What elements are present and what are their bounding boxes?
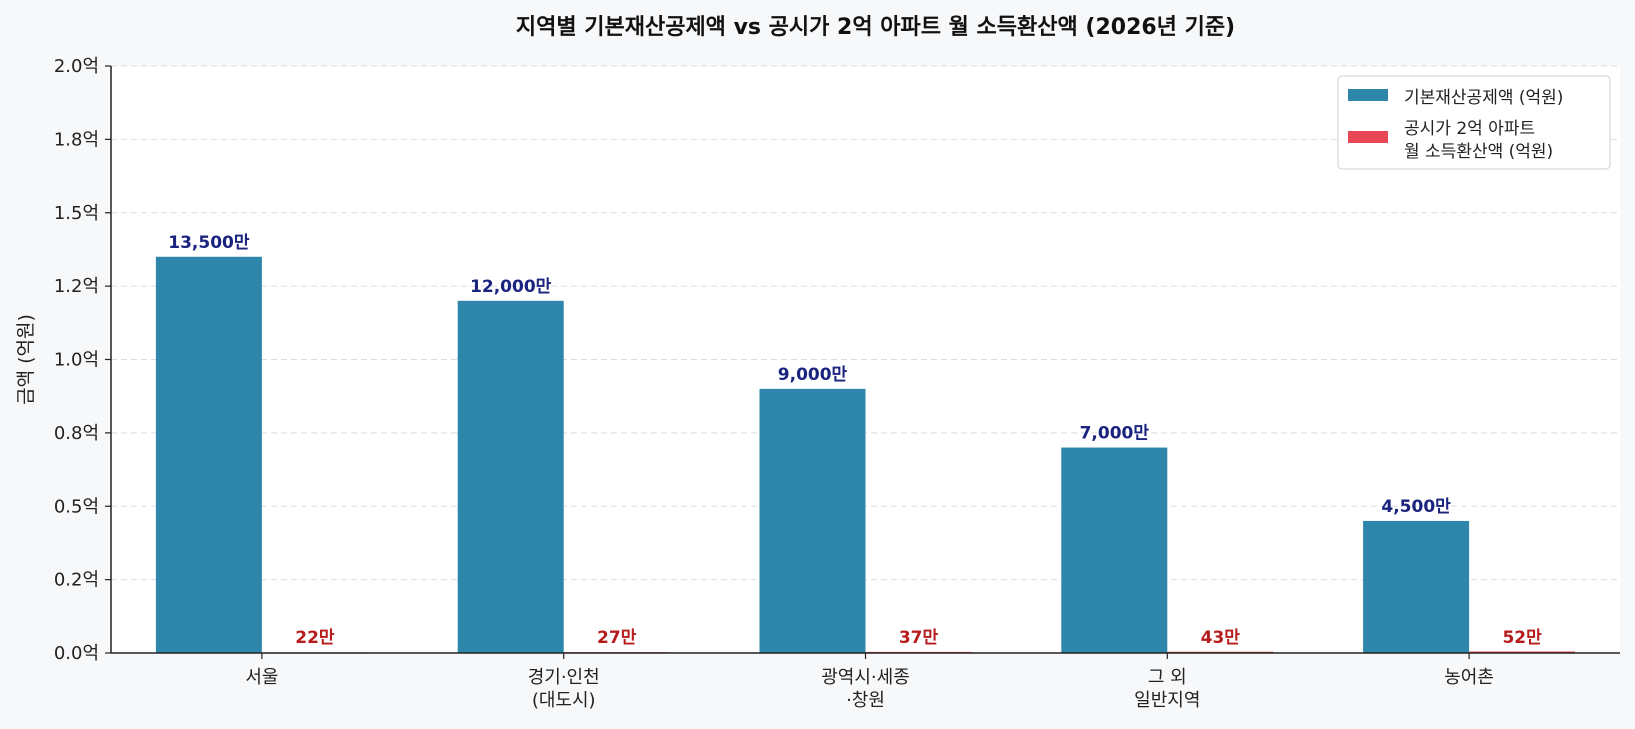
bar-value-label: 7,000만 [1080, 424, 1150, 444]
y-axis-label: 금액 (억원) [15, 314, 37, 405]
x-tick-label: 농어촌 [1444, 667, 1494, 688]
bar-series-0 [759, 388, 866, 653]
legend-box [1337, 75, 1611, 170]
x-tick-label: 그 외 일반지역 [1134, 667, 1200, 711]
legend-label: 기본재산공제액 (억원) [1404, 88, 1563, 108]
bar-value-label: 37만 [899, 628, 939, 648]
bar-value-label: 52만 [1502, 628, 1542, 648]
bar-series-0 [155, 256, 262, 653]
legend: 기본재산공제액 (억원) 공시가 2억 아파트 월 소득환산액 (억원) [1337, 75, 1611, 170]
y-tick-label: 0.8억 [54, 423, 99, 444]
bars [155, 256, 1576, 653]
chart-title: 지역별 기본재산공제액 vs 공시가 2억 아파트 월 소득환산액 (2026년… [516, 15, 1235, 40]
legend-label: 공시가 2억 아파트 월 소득환산액 (억원) [1404, 119, 1553, 162]
bar-value-label: 12,000만 [470, 277, 552, 297]
y-axis-ticks: 0.0억 0.2억 0.5억 0.8억 1.0억 1.2억 1.5억 1.8억 2.0억 [54, 56, 111, 664]
bar-series-0 [1061, 447, 1168, 653]
x-tick-label: 광역시·세종 ·창원 [821, 667, 910, 711]
bar-value-label: 13,500만 [168, 233, 250, 253]
x-axis-ticks: 서울 경기·인천 (대도시) 광역시·세종 ·창원 그 외 일반지역 농어촌 [245, 653, 1494, 711]
bar-series-0 [1363, 520, 1470, 653]
y-tick-label: 1.5억 [54, 203, 99, 224]
legend-swatch [1348, 131, 1388, 143]
legend-swatch [1348, 89, 1388, 101]
y-tick-label: 1.8억 [54, 129, 99, 150]
y-tick-label: 0.2억 [54, 570, 99, 591]
y-tick-label: 1.2억 [54, 276, 99, 297]
bar-value-label: 9,000만 [778, 365, 848, 385]
y-tick-label: 0.5억 [54, 496, 99, 517]
y-tick-label: 2.0억 [54, 56, 99, 77]
bar-value-labels: 13,500만 22만 12,000만 27만 9,000만 37만 7,000만 43만 4,… [168, 233, 1542, 648]
bar-series-0 [457, 300, 564, 653]
y-tick-label: 1.0억 [54, 350, 99, 371]
x-tick-label: 경기·인천 (대도시) [528, 667, 600, 711]
bar-value-label: 4,500만 [1381, 497, 1451, 517]
bar-value-label: 27만 [597, 628, 637, 648]
y-tick-label: 0.0억 [54, 643, 99, 664]
x-tick-label: 서울 [245, 667, 278, 688]
bar-series-1 [1469, 651, 1576, 653]
bar-value-label: 22만 [295, 628, 335, 648]
bar-value-label: 43만 [1201, 628, 1241, 648]
